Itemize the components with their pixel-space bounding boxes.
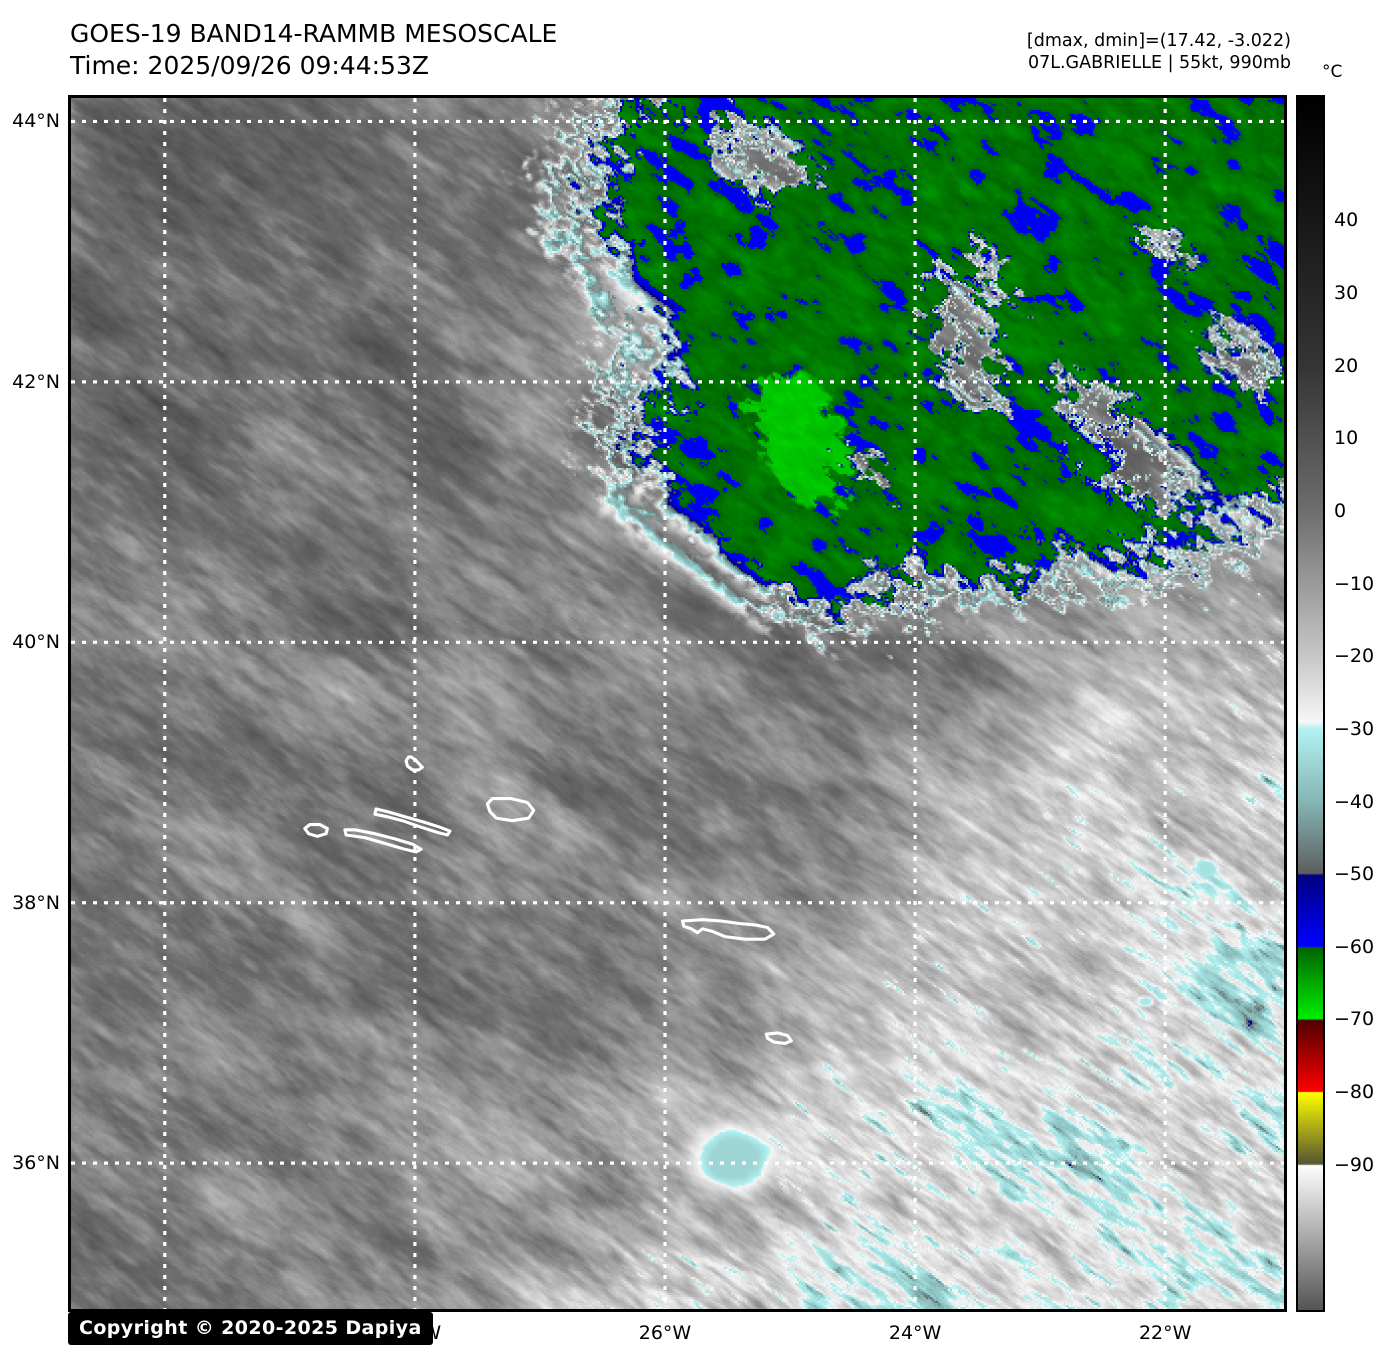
coastline-faial: [303, 823, 329, 838]
coastline-graciosa: [404, 755, 424, 772]
colorbar-tick-20: 20: [1334, 354, 1359, 377]
y-axis-tick-42°N: 42°N: [12, 370, 60, 393]
copyright-watermark: Copyright © 2020-2025 Dapiya: [68, 1312, 433, 1345]
y-axis-tick-40°N: 40°N: [12, 631, 60, 654]
colorbar-tick--60: −60: [1334, 935, 1375, 958]
y-axis-tick-36°N: 36°N: [12, 1152, 60, 1175]
colorbar-tick--20: −20: [1334, 645, 1375, 668]
page-title: GOES-19 BAND14-RAMMB MESOSCALE: [70, 19, 558, 48]
colorbar-tick--30: −30: [1334, 717, 1375, 740]
colorbar-gradient: [1298, 97, 1323, 1310]
coastline-sao-jorge: [373, 807, 452, 837]
colorbar-tick--70: −70: [1334, 1008, 1375, 1031]
colorbar-tick-10: 10: [1334, 427, 1359, 450]
colorbar-tick--90: −90: [1334, 1153, 1375, 1176]
timestamp-line: Time: 2025/09/26 09:44:53Z: [70, 51, 429, 80]
metadata-block: [dmax, dmin]=(17.42, -3.022) 07L.GABRIEL…: [1027, 30, 1291, 75]
coastline-terceira: [485, 797, 536, 823]
map-panel[interactable]: [68, 95, 1287, 1312]
storm-info-text: 07L.GABRIELLE | 55kt, 990mb: [1027, 53, 1291, 74]
dminmax-text: [dmax, dmin]=(17.42, -3.022): [1026, 31, 1291, 51]
coastline-pico: [343, 828, 423, 854]
colorbar-tick--40: −40: [1334, 790, 1375, 813]
y-axis-tick-38°N: 38°N: [12, 891, 60, 914]
coastline-santa-maria: [764, 1031, 793, 1045]
x-axis-tick-24°W: 24°W: [888, 1322, 942, 1344]
satellite-imagery-canvas: [71, 98, 1284, 1309]
x-axis-tick-22°W: 22°W: [1138, 1322, 1192, 1344]
colorbar-unit-label: °C: [1322, 62, 1343, 82]
colorbar-tick--10: −10: [1334, 572, 1375, 595]
gridlines-group: [71, 98, 1284, 1309]
coastlines-group: [303, 755, 793, 1045]
colorbar-tick-0: 0: [1334, 500, 1347, 523]
map-vector-overlay: [71, 98, 1284, 1309]
x-axis-tick-26°W: 26°W: [638, 1322, 692, 1344]
colorbar[interactable]: [1296, 95, 1325, 1312]
y-axis-tick-44°N: 44°N: [12, 110, 60, 133]
colorbar-tick--50: −50: [1334, 863, 1375, 886]
coastline-sao-miguel: [680, 918, 776, 941]
title-block: GOES-19 BAND14-RAMMB MESOSCALE Time: 202…: [70, 18, 557, 82]
colorbar-tick--80: −80: [1334, 1081, 1375, 1104]
colorbar-tick-30: 30: [1334, 282, 1359, 305]
colorbar-tick-40: 40: [1334, 209, 1359, 232]
